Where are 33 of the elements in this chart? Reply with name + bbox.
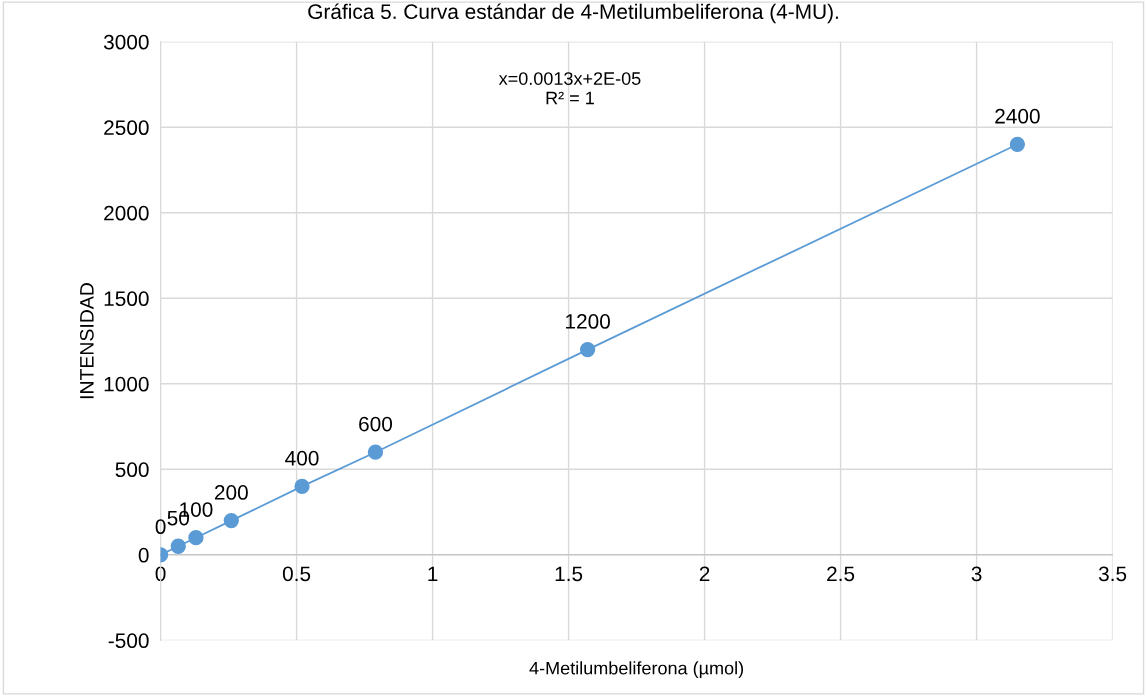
x-tick-label: 2.5 <box>827 566 855 582</box>
x-tick-label: 1.5 <box>555 566 583 582</box>
y-tick-label: 0 <box>138 547 149 563</box>
y-tick-label: 2000 <box>104 205 149 221</box>
point <box>1009 136 1026 153</box>
x-tick-label: 1 <box>428 566 438 582</box>
point <box>223 512 239 529</box>
y-tick-label: 500 <box>115 462 149 478</box>
point <box>367 444 384 460</box>
point <box>294 478 310 495</box>
x-tick-label: 3.5 <box>1098 566 1127 582</box>
x-tick-label: 2 <box>699 566 710 582</box>
x-tick-label: 0 <box>155 566 166 582</box>
data-label: 400 <box>285 450 319 466</box>
data-label: 200 <box>214 485 248 500</box>
data-label: 600 <box>359 416 393 432</box>
data-label: 0 <box>155 519 166 535</box>
data-label: 1200 <box>566 314 610 329</box>
chart-title: Gráfica 5. Curva estándar de 4-Metilumbeliferona (4-MU). <box>308 3 838 24</box>
point <box>188 530 204 546</box>
point <box>170 538 186 554</box>
annotation: x=0.0013x+2E-05 R² = 1 <box>498 72 641 105</box>
x-axis-title: 4-Metilumbeliferona (µmol) <box>529 661 744 679</box>
y-tick-label: 3000 <box>103 34 149 50</box>
point <box>579 341 596 358</box>
y-tick-label: -500 <box>108 633 149 649</box>
y-axis-title: INTENSIDAD <box>79 283 94 399</box>
y-tick-label: 2500 <box>104 120 149 136</box>
x-tick-label: 0.5 <box>282 566 311 582</box>
y-tick-label: 1500 <box>104 291 149 307</box>
y-tick-label: 1000 <box>104 376 149 392</box>
data-label: 2400 <box>995 108 1040 124</box>
x-tick-label: 3 <box>971 566 982 582</box>
